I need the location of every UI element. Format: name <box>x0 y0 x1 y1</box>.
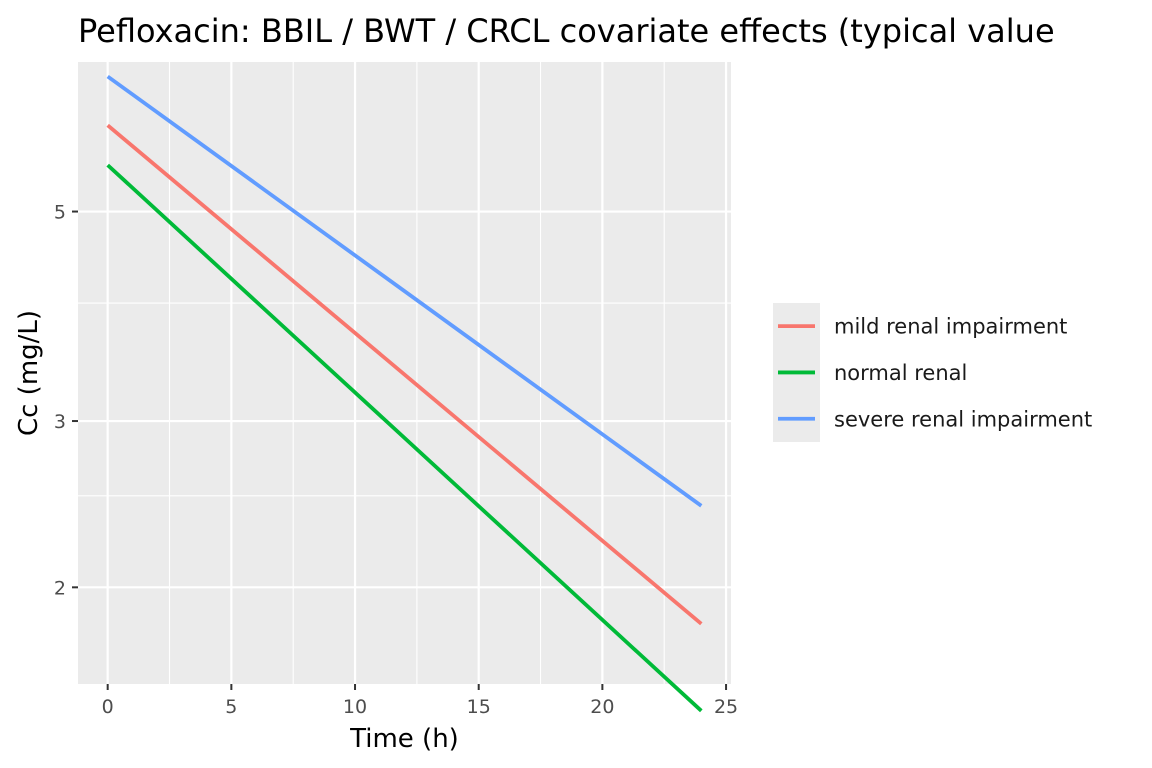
axis-ticks <box>72 210 728 690</box>
x-tick-labels: 0 5 10 15 20 25 <box>102 696 739 718</box>
series-lines <box>106 74 703 713</box>
chart-title: Pefloxacin: BBIL / BWT / CRCL covariate … <box>78 12 1055 50</box>
x-tick-label: 5 <box>225 696 237 718</box>
x-tick-label: 25 <box>714 696 738 718</box>
series-line <box>106 74 703 508</box>
y-tick-label: 2 <box>54 577 66 599</box>
legend-label: normal renal <box>834 361 967 385</box>
y-tick-label: 3 <box>54 411 66 433</box>
y-tick-label: 5 <box>54 202 66 224</box>
legend: mild renal impairment normal renal severe … <box>773 303 1092 442</box>
x-tick-label: 0 <box>102 696 114 718</box>
series-line <box>106 123 703 626</box>
y-tick-labels: 2 3 5 <box>54 202 66 600</box>
legend-label: mild renal impairment <box>834 315 1067 339</box>
x-tick-label: 15 <box>467 696 491 718</box>
x-tick-label: 10 <box>343 696 367 718</box>
series-line <box>106 163 703 713</box>
grid-minor <box>78 62 731 684</box>
legend-label: severe renal impairment <box>834 407 1092 431</box>
y-axis-title: Cc (mg/L) <box>14 310 44 436</box>
x-tick-label: 20 <box>590 696 614 718</box>
x-axis-title: Time (h) <box>349 724 459 754</box>
